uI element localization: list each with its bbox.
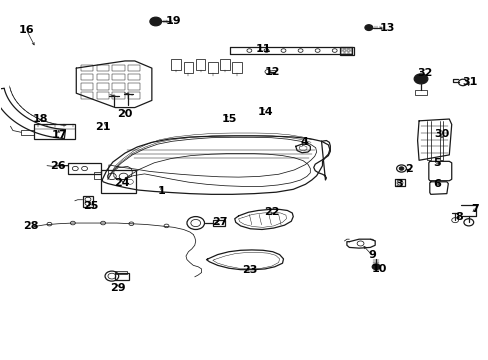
Text: 9: 9 <box>367 250 375 260</box>
Bar <box>68 163 101 174</box>
Bar <box>340 48 343 50</box>
Bar <box>82 197 93 207</box>
Bar <box>414 90 426 95</box>
Text: 4: 4 <box>300 138 308 147</box>
Text: 8: 8 <box>454 212 462 221</box>
Bar <box>112 74 124 80</box>
Bar <box>220 59 229 69</box>
Text: 31: 31 <box>462 77 477 87</box>
Circle shape <box>364 25 372 31</box>
Text: 32: 32 <box>416 68 432 78</box>
Bar <box>128 83 140 90</box>
Text: 5: 5 <box>432 158 440 168</box>
Circle shape <box>398 167 403 170</box>
Bar <box>97 93 109 99</box>
Text: 29: 29 <box>110 283 125 293</box>
Bar <box>348 51 351 54</box>
Text: 7: 7 <box>470 204 478 215</box>
Text: 24: 24 <box>114 178 129 188</box>
Text: 13: 13 <box>379 23 394 33</box>
Text: 2: 2 <box>405 163 412 174</box>
Bar <box>232 62 242 73</box>
Text: 17: 17 <box>51 130 67 140</box>
Bar <box>195 59 205 69</box>
Text: 18: 18 <box>33 114 48 124</box>
Bar <box>81 64 93 71</box>
Bar <box>97 83 109 90</box>
Text: 21: 21 <box>95 122 111 132</box>
Text: 30: 30 <box>433 129 448 139</box>
Text: 22: 22 <box>264 207 280 217</box>
Text: 15: 15 <box>221 114 236 124</box>
Bar <box>34 125 75 139</box>
Circle shape <box>413 74 427 84</box>
Text: 19: 19 <box>165 17 181 27</box>
Bar <box>171 59 181 69</box>
Text: 25: 25 <box>83 201 99 211</box>
Bar <box>183 62 193 73</box>
Text: 28: 28 <box>23 221 39 231</box>
Text: 1: 1 <box>158 186 165 196</box>
Bar <box>115 271 127 274</box>
Text: 3: 3 <box>395 179 403 189</box>
Bar <box>112 83 124 90</box>
Bar <box>115 273 129 280</box>
Bar <box>112 93 124 99</box>
Text: 12: 12 <box>264 67 280 77</box>
Text: 10: 10 <box>370 264 386 274</box>
Bar <box>212 220 224 226</box>
Bar <box>128 93 140 99</box>
Text: 27: 27 <box>212 217 227 227</box>
Text: 26: 26 <box>50 161 66 171</box>
Bar <box>81 93 93 99</box>
Circle shape <box>371 264 379 270</box>
Bar <box>81 83 93 90</box>
Bar <box>348 48 351 50</box>
Text: 20: 20 <box>117 109 132 119</box>
Bar <box>81 74 93 80</box>
Text: 6: 6 <box>432 179 440 189</box>
Bar <box>97 64 109 71</box>
Bar <box>101 170 136 193</box>
Text: 16: 16 <box>19 25 34 35</box>
Bar <box>339 46 353 55</box>
Bar <box>344 51 347 54</box>
Bar <box>112 64 124 71</box>
Bar <box>207 62 217 73</box>
Text: 11: 11 <box>255 44 270 54</box>
Bar <box>128 74 140 80</box>
Circle shape <box>150 17 161 26</box>
Bar <box>97 74 109 80</box>
Bar <box>340 51 343 54</box>
Text: 14: 14 <box>257 107 273 117</box>
Bar <box>128 64 140 71</box>
Text: 23: 23 <box>241 265 257 275</box>
Bar <box>344 48 347 50</box>
